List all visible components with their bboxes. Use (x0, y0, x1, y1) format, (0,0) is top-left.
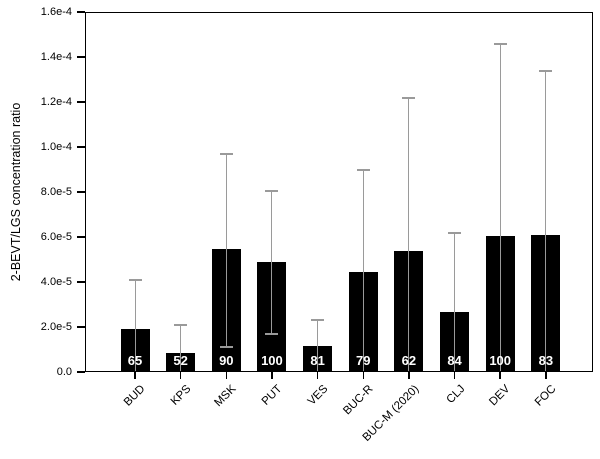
y-tick-label: 2.0e-5 (40, 321, 72, 333)
y-axis-tick (77, 371, 85, 373)
y-axis-tick (77, 146, 85, 148)
x-tick-label: FOC (532, 383, 559, 409)
error-bar-lower-cap (219, 346, 233, 349)
error-bar-upper-cap (128, 278, 142, 281)
error-bar-line (362, 169, 364, 372)
x-axis-tick (453, 372, 456, 379)
bar-count-label: 100 (261, 353, 283, 368)
error-bar-line (454, 232, 456, 372)
x-tick-label: BUC-R (341, 383, 376, 418)
x-tick-label: KPS (168, 383, 194, 408)
y-axis-tick (77, 56, 85, 58)
error-bar-upper-cap (265, 189, 279, 192)
y-axis-tick (77, 191, 85, 193)
plot-area: 65 52 90 100 81 79 62 84 100 83 (85, 12, 593, 372)
x-axis-tick (225, 372, 228, 379)
x-tick-label: PUT (259, 383, 285, 408)
bar-count-label: 100 (489, 353, 512, 368)
y-axis-tick (77, 11, 85, 13)
error-bar-line (499, 43, 501, 372)
error-bar-line (408, 97, 410, 372)
bar-count-label: 84 (447, 353, 462, 368)
y-axis-tick (77, 236, 85, 238)
x-tick-label: MSK (212, 383, 239, 410)
x-axis-tick (134, 372, 136, 379)
y-tick-label: 1.2e-4 (40, 96, 72, 108)
error-bar-lower-cap (265, 332, 279, 335)
x-tick-label: DEV (487, 383, 513, 409)
x-axis-tick (499, 372, 501, 379)
y-axis-tick (77, 281, 85, 283)
bar-count-label: 52 (173, 353, 188, 368)
y-tick-label: 6.0e-5 (40, 231, 72, 243)
y-tick-label: 1.6e-4 (40, 6, 72, 18)
error-bar-upper-cap (219, 152, 233, 155)
error-bar-upper-cap (539, 69, 553, 72)
error-bar-line (317, 320, 319, 372)
x-axis-tick (271, 372, 273, 379)
error-bar-upper-cap (311, 319, 325, 322)
bar-count-label: 62 (401, 353, 417, 368)
y-tick-label: 4.0e-5 (40, 276, 72, 288)
error-bar-line (225, 153, 227, 348)
error-bar-upper-cap (174, 323, 188, 326)
y-tick-label: 0.0 (56, 366, 72, 378)
x-tick-label: CLJ (444, 383, 468, 406)
error-bar-upper-cap (356, 168, 370, 171)
error-bar-line (134, 279, 136, 372)
x-axis-tick (362, 372, 364, 379)
y-tick-label: 8.0e-5 (40, 186, 72, 198)
bar-count-label: 83 (538, 353, 554, 368)
plot-frame (85, 12, 593, 372)
error-bar-upper-cap (402, 96, 416, 99)
error-bar-upper-cap (493, 42, 507, 45)
bar-count-label: 65 (127, 353, 143, 368)
bar-count-label: 81 (310, 353, 325, 368)
x-axis-tick (408, 372, 410, 379)
error-bar-line (180, 324, 182, 372)
x-axis-tick (316, 372, 319, 379)
error-bar-upper-cap (448, 231, 462, 234)
x-tick-label: VES (305, 383, 331, 408)
x-axis-tick (545, 372, 547, 379)
x-axis-tick (179, 372, 182, 379)
y-tick-label: 1.4e-4 (40, 51, 72, 63)
error-bar-line (271, 190, 273, 334)
y-axis-tick (77, 101, 85, 103)
x-tick-label: BUD (121, 383, 148, 409)
y-tick-label: 1.0e-4 (40, 141, 72, 153)
bar-count-label: 79 (356, 353, 371, 368)
error-bar-line (545, 70, 547, 372)
y-axis-tick (77, 326, 85, 328)
bar-count-label: 90 (219, 353, 234, 368)
